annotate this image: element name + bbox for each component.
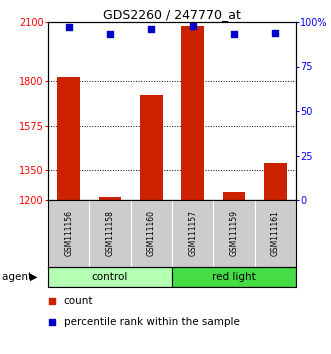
Point xyxy=(231,32,237,37)
Text: percentile rank within the sample: percentile rank within the sample xyxy=(64,317,240,327)
Text: GSM111161: GSM111161 xyxy=(271,211,280,256)
Bar xyxy=(48,267,172,287)
Point xyxy=(107,32,113,37)
Text: GSM111160: GSM111160 xyxy=(147,211,156,257)
Point xyxy=(50,298,55,304)
Text: GSM111158: GSM111158 xyxy=(106,211,115,256)
Point xyxy=(190,23,195,28)
Bar xyxy=(181,26,204,200)
Bar xyxy=(172,267,296,287)
Text: control: control xyxy=(92,272,128,282)
Text: ▶: ▶ xyxy=(30,272,37,282)
Point xyxy=(149,26,154,32)
Text: agent: agent xyxy=(2,272,35,282)
Text: GSM111159: GSM111159 xyxy=(229,211,239,257)
Bar xyxy=(264,164,287,200)
Text: count: count xyxy=(64,296,93,306)
Bar xyxy=(223,192,245,200)
Text: GSM111157: GSM111157 xyxy=(188,211,197,257)
Point xyxy=(66,24,71,30)
Point xyxy=(273,30,278,35)
Bar xyxy=(99,197,121,200)
Title: GDS2260 / 247770_at: GDS2260 / 247770_at xyxy=(103,8,241,21)
Bar xyxy=(57,78,80,200)
Point xyxy=(50,319,55,325)
Bar xyxy=(140,95,163,200)
Text: GSM111156: GSM111156 xyxy=(64,211,73,257)
Text: red light: red light xyxy=(212,272,256,282)
